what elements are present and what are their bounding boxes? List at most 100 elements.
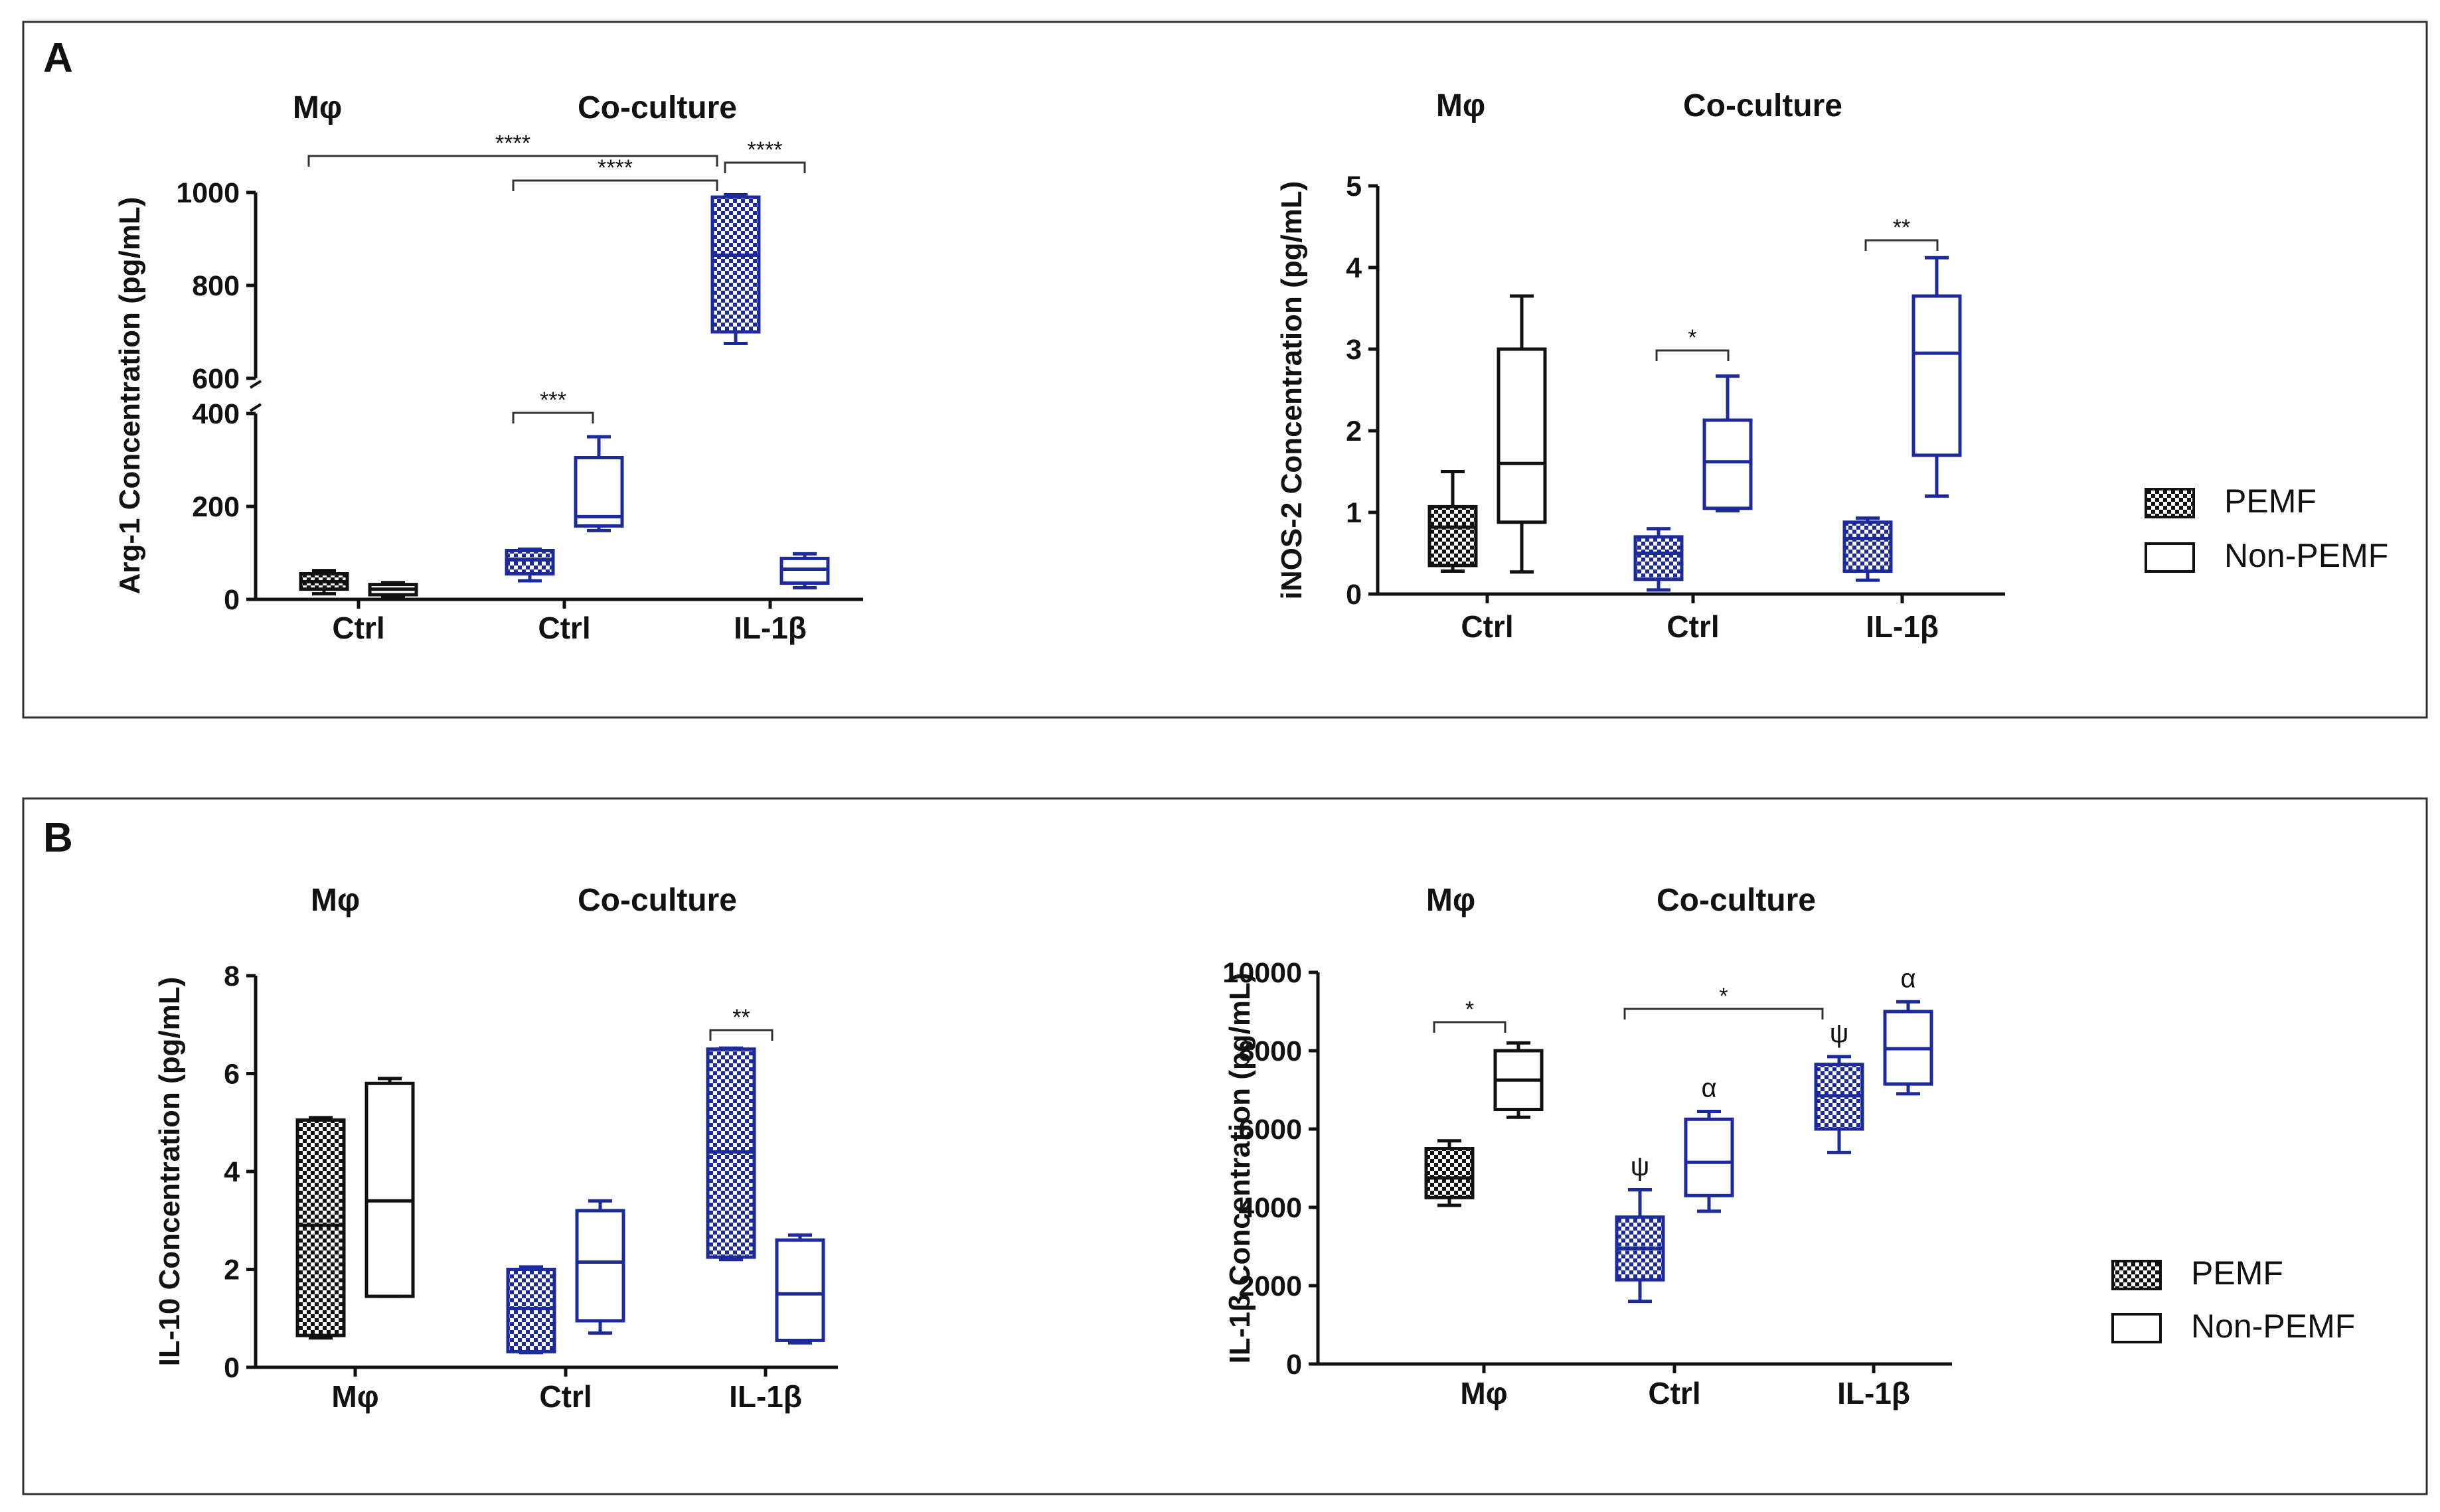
y-tick-label: 1 [1346, 497, 1362, 529]
box-iqr [365, 1081, 415, 1298]
box-marker: ψ [1631, 1152, 1650, 1181]
y-tick-label: 0 [224, 1352, 240, 1384]
y-axis-label: IL-1β Concentration (pg/mL) [1224, 972, 1256, 1363]
group-header: Co-culture [1657, 883, 1816, 918]
significance-label: *** [540, 388, 566, 413]
axis-break-mark [249, 403, 262, 412]
y-tick-label: 3 [1346, 334, 1362, 366]
legend-b-pemf-label: PEMF [2191, 1254, 2283, 1292]
y-tick-label: 2 [224, 1254, 240, 1286]
box-iqr [505, 549, 555, 575]
significance-label: **** [748, 137, 783, 163]
chart-il10: 0 2 4 6 8 Mφ Ctrl IL-1β IL-10 Concentration (pg/… [153, 883, 838, 1414]
y-tick-label: 0 [224, 584, 240, 616]
box-iqr [1424, 1147, 1475, 1199]
box-iqr [1633, 535, 1684, 581]
legend-a-pemf-label: PEMF [2224, 483, 2317, 520]
y-axis-label: iNOS-2 Concentration (pg/mL) [1275, 181, 1308, 600]
significance-label: **** [598, 155, 633, 181]
box-iqr [1684, 1117, 1734, 1197]
y-axis-label: Arg-1 Concentration (pg/mL) [114, 197, 146, 595]
box-iqr [575, 1209, 625, 1323]
box-marker: α [1900, 964, 1915, 993]
panel-a-label: A [43, 35, 73, 81]
x-tick-label: Mφ [1460, 1376, 1507, 1410]
significance-bracket [724, 161, 806, 173]
group-header: Mφ [311, 883, 360, 918]
y-tick-label: 8000 [1238, 1035, 1302, 1067]
chart-inos2: 0 1 2 3 4 5 Ctrl Ctrl IL-1β iNOS-2 Concentration … [1275, 88, 2005, 644]
significance-label: **** [495, 131, 530, 156]
x-tick-label: IL-1β [1866, 609, 1939, 644]
chart-il1b: 0 2000 4000 6000 8000 10000 Mφ Ctrl IL-1β IL-1β C… [1222, 883, 1952, 1410]
y-tick-label: 6000 [1238, 1114, 1302, 1146]
y-tick-label: 10000 [1222, 957, 1302, 989]
y-tick-label: 4 [224, 1156, 240, 1188]
panel-b-frame [22, 797, 2428, 1495]
y-tick-label: 1000 [176, 177, 240, 209]
significance-bracket [1623, 1008, 1824, 1020]
y-tick-label: 4000 [1238, 1192, 1302, 1224]
x-tick-label: IL-1β [734, 611, 807, 645]
legend-a-nonpemf-swatch [2145, 542, 2195, 573]
x-tick-label: Ctrl [538, 611, 590, 645]
significance-bracket [709, 1029, 773, 1041]
significance-label: * [1688, 325, 1696, 350]
box-iqr [775, 1238, 825, 1342]
significance-label: * [1465, 997, 1474, 1022]
y-tick-label: 6 [224, 1059, 240, 1091]
y-tick-label: 600 [192, 363, 240, 395]
legend-b-nonpemf-swatch [2111, 1313, 2162, 1343]
x-tick-label: Ctrl [332, 611, 384, 645]
box-iqr [1427, 504, 1478, 567]
group-header: Co-culture [578, 883, 737, 918]
significance-bracket [1433, 1021, 1506, 1033]
legend-a: PEMF Non-PEMF [2145, 483, 2388, 574]
box-iqr [295, 1118, 346, 1337]
legend-b-pemf-swatch [2111, 1260, 2162, 1290]
axis-break-mark [249, 380, 262, 389]
significance-label: ** [732, 1005, 750, 1030]
legend-a-nonpemf-label: Non-PEMF [2224, 537, 2388, 574]
group-header: Co-culture [1683, 88, 1842, 123]
y-axis-label: IL-10 Concentration (pg/mL) [153, 977, 186, 1367]
significance-bracket [307, 155, 718, 167]
legend-a-pemf-swatch [2145, 488, 2195, 518]
y-tick-label: 400 [192, 398, 240, 430]
group-header: Mφ [1436, 88, 1485, 123]
significance-bracket [512, 412, 594, 423]
x-tick-label: Ctrl [1648, 1376, 1700, 1410]
group-header: Mφ [293, 90, 342, 125]
y-tick-label: 0 [1286, 1349, 1302, 1381]
y-tick-label: 2000 [1238, 1270, 1302, 1302]
box-iqr [1842, 520, 1893, 573]
x-tick-label: Ctrl [539, 1379, 592, 1414]
x-tick-label: Ctrl [1667, 609, 1719, 644]
x-tick-label: Mφ [331, 1379, 378, 1414]
box-iqr [506, 1268, 556, 1353]
significance-bracket [1864, 239, 1939, 251]
x-tick-label: IL-1β [729, 1379, 802, 1414]
panel-b-label: B [43, 815, 73, 861]
significance-bracket [1655, 349, 1730, 361]
y-tick-label: 200 [192, 491, 240, 523]
box-iqr [1911, 294, 1962, 457]
y-tick-label: 4 [1346, 252, 1362, 284]
y-tick-label: 5 [1346, 171, 1362, 202]
significance-bracket [512, 179, 718, 191]
box-marker: ψ [1830, 1019, 1849, 1048]
x-tick-label: Ctrl [1461, 609, 1513, 644]
x-tick-label: IL-1β [1837, 1376, 1910, 1410]
box-iqr [1497, 347, 1547, 524]
panel-a-frame [22, 21, 2428, 719]
box-marker: α [1701, 1073, 1716, 1102]
legend-b: PEMF Non-PEMF [2111, 1254, 2355, 1345]
y-tick-label: 800 [192, 270, 240, 302]
group-header: Co-culture [578, 90, 737, 125]
y-tick-label: 0 [1346, 579, 1362, 611]
box-iqr [574, 456, 624, 528]
group-header: Mφ [1426, 883, 1475, 918]
y-tick-label: 2 [1346, 416, 1362, 447]
